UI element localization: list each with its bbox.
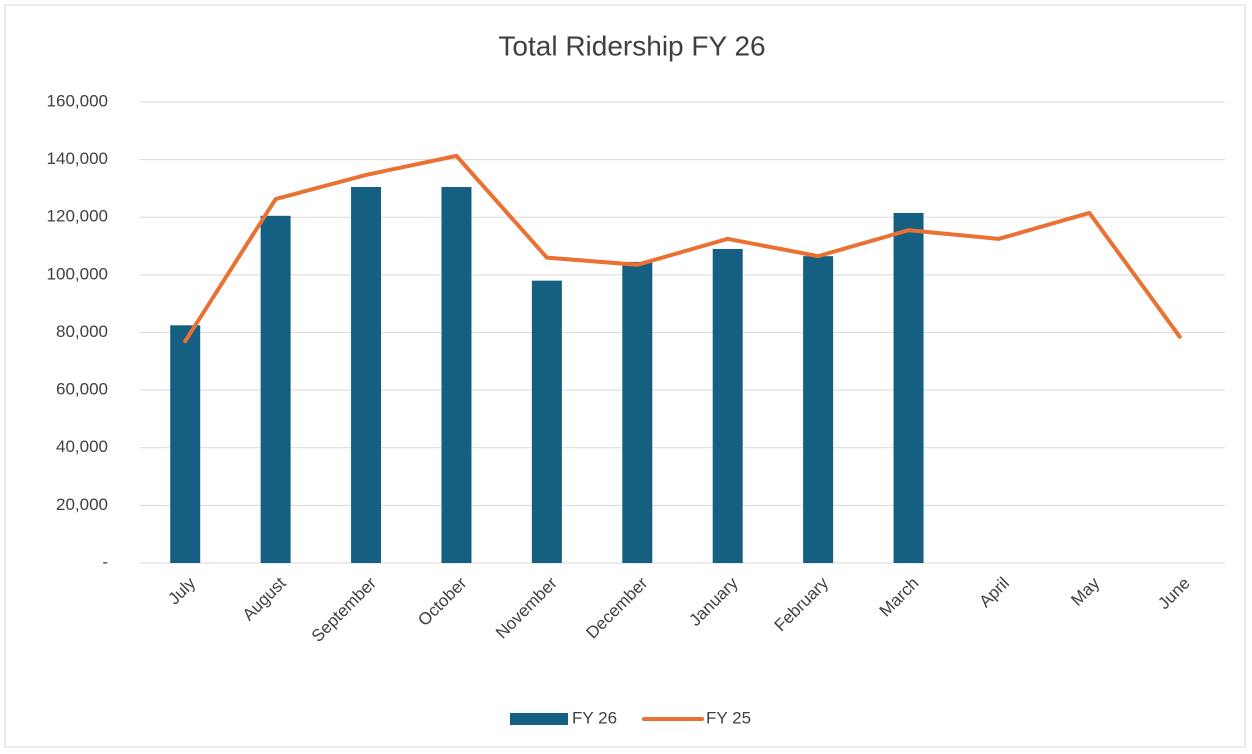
bar — [893, 212, 924, 563]
legend-label: FY 25 — [706, 708, 751, 727]
bar — [803, 256, 834, 563]
bar — [622, 261, 653, 563]
y-tick-label: 60,000 — [56, 380, 108, 399]
bar — [531, 280, 562, 563]
bar — [441, 186, 472, 563]
bar — [351, 186, 382, 563]
bar — [260, 215, 291, 563]
y-tick-label: 80,000 — [56, 322, 108, 341]
y-tick-label: 140,000 — [47, 149, 108, 168]
legend-label: FY 26 — [572, 708, 617, 727]
chart-title: Total Ridership FY 26 — [498, 30, 765, 61]
y-tick-label: 100,000 — [47, 264, 108, 283]
legend-swatch — [510, 713, 568, 725]
line — [183, 153, 1182, 344]
y-tick-label: 20,000 — [56, 495, 108, 514]
y-tick-label: 160,000 — [47, 91, 108, 110]
y-tick-label: 40,000 — [56, 437, 108, 456]
bar — [170, 325, 201, 563]
y-tick-label: - — [102, 552, 108, 571]
bar — [712, 248, 743, 563]
y-tick-label: 120,000 — [47, 207, 108, 226]
